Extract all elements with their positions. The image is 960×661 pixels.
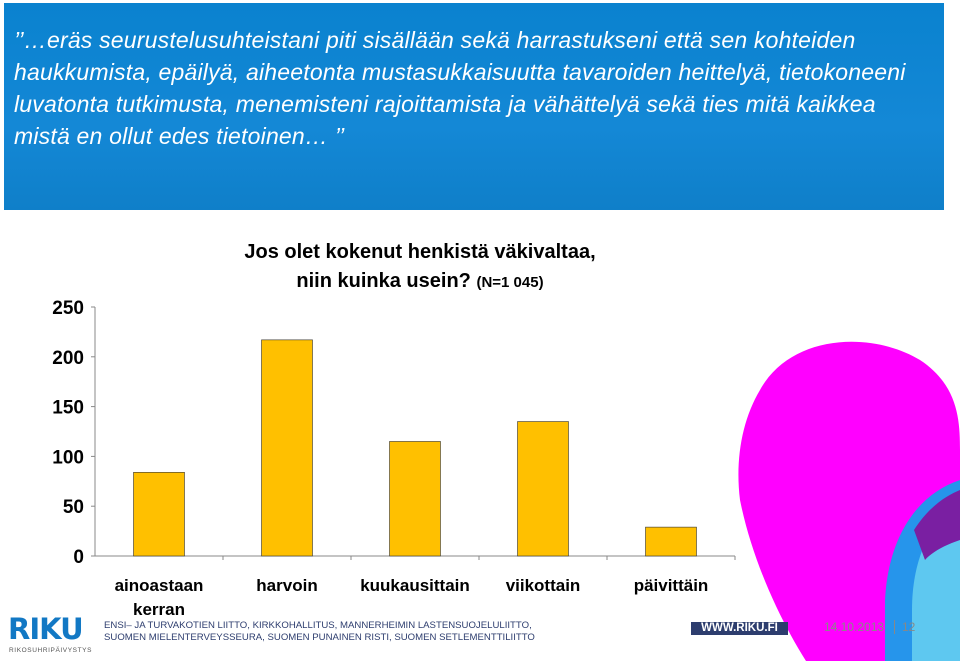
y-tick-label: 0	[73, 547, 84, 568]
bar	[645, 526, 697, 557]
footer-organizations: ENSI– JA TURVAKOTIEN LIITTO, KIRKKOHALLI…	[104, 620, 535, 644]
website-link[interactable]: WWW.RIKU.FI	[691, 622, 788, 635]
logo-wordmark: RIKU	[8, 612, 84, 646]
footer-date: 14.10.2013	[824, 620, 885, 634]
purple-slice	[914, 490, 960, 560]
chart-title-line2-wrap: niin kuinka usein? (N=1 045)	[200, 267, 640, 297]
y-tick-label: 250	[52, 298, 84, 319]
x-tick-label: ainoastaan	[115, 576, 204, 595]
chart-title-line2: niin kuinka usein?	[296, 270, 471, 292]
x-tick-label: kuukausittain	[360, 576, 470, 595]
y-tick-label: 200	[52, 348, 84, 369]
y-tick-label: 50	[63, 497, 84, 518]
chart-title-n: (N=1 045)	[476, 274, 544, 291]
logo-subtitle: RIKOSUHRIPÄIVYSTYS	[9, 647, 93, 654]
y-tick-label: 150	[52, 398, 84, 419]
quote-text: ’’…eräs seurustelusuhteistani piti sisäl…	[14, 27, 906, 149]
x-tick-label: viikottain	[506, 576, 581, 595]
bar	[133, 472, 185, 557]
bar	[517, 421, 569, 557]
bar	[389, 441, 441, 557]
x-tick-label: päivittäin	[634, 576, 709, 595]
chart-title: Jos olet kokenut henkistä väkivaltaa, ni…	[200, 238, 640, 297]
page-number: 12	[902, 620, 916, 634]
x-tick-label: kerran	[133, 600, 185, 619]
x-tick-label: harvoin	[256, 576, 317, 595]
footer-line2: SUOMEN MIELENTERVEYSSEURA, SUOMEN PUNAIN…	[104, 632, 535, 643]
riku-logo: RIKU RIKOSUHRIPÄIVYSTYS	[8, 612, 91, 656]
footer-line1: ENSI– JA TURVAKOTIEN LIITTO, KIRKKOHALLI…	[104, 620, 532, 631]
header-banner	[4, 3, 944, 210]
footer-separator	[894, 620, 895, 634]
y-tick-label: 100	[52, 447, 84, 468]
bar	[261, 339, 313, 557]
chart-title-line1: Jos olet kokenut henkistä väkivaltaa,	[244, 241, 596, 263]
